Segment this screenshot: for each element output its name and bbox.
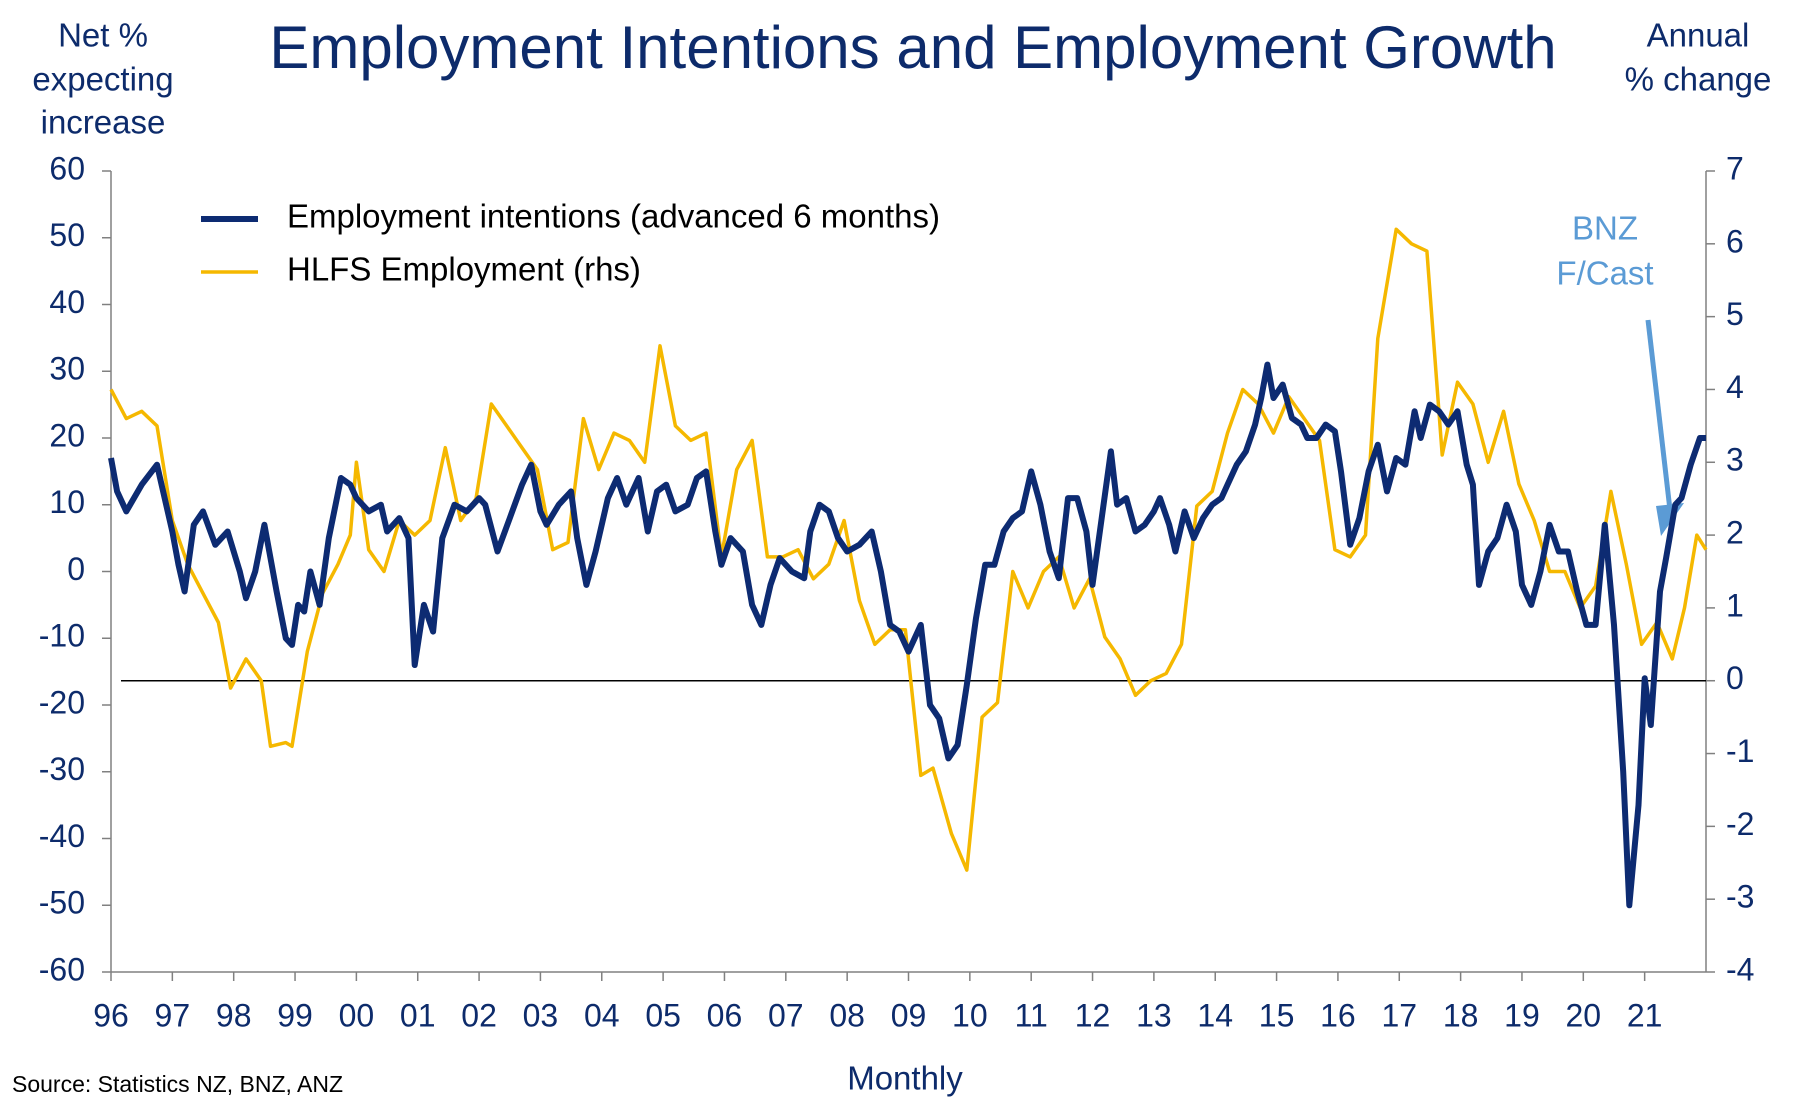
legend-label: Employment intentions (advanced 6 months… <box>287 198 940 235</box>
y-tick-label: -60 <box>39 951 85 987</box>
y-tick-label: -50 <box>39 885 85 921</box>
x-tick-label: 04 <box>584 997 620 1033</box>
y-tick-label: 20 <box>49 417 85 453</box>
x-tick-label: 17 <box>1381 997 1417 1033</box>
x-tick-label: 21 <box>1627 997 1663 1033</box>
y-tick-label: -40 <box>39 818 85 854</box>
x-tick-label: 03 <box>523 997 559 1033</box>
y2-axis-label: Annual <box>1647 17 1750 54</box>
y2-tick-label: 7 <box>1726 150 1744 186</box>
legend-label: HLFS Employment (rhs) <box>287 251 641 288</box>
y2-tick-label: -1 <box>1726 733 1754 769</box>
x-tick-label: 06 <box>707 997 743 1033</box>
y2-tick-label: 1 <box>1726 587 1744 623</box>
y2-tick-label: -4 <box>1726 951 1754 987</box>
series-line <box>108 361 1706 909</box>
chart-title: Employment Intentions and Employment Gro… <box>269 14 1556 81</box>
y2-tick-label: 5 <box>1726 296 1744 332</box>
annotation-text: F/Cast <box>1556 255 1653 292</box>
y2-tick-label: 6 <box>1726 223 1744 259</box>
y-tick-label: 10 <box>49 484 85 520</box>
y-tick-label: 30 <box>49 351 85 387</box>
x-tick-label: 11 <box>1015 997 1048 1033</box>
source-note: Source: Statistics NZ, BNZ, ANZ <box>12 1071 343 1097</box>
y-tick-label: -10 <box>39 618 85 654</box>
x-tick-label: 18 <box>1443 997 1479 1033</box>
y2-tick-label: 2 <box>1726 515 1744 551</box>
x-tick-label: 09 <box>891 997 927 1033</box>
x-tick-label: 00 <box>339 997 375 1033</box>
x-tick-label: 13 <box>1136 997 1172 1033</box>
y-tick-label: 50 <box>49 217 85 253</box>
x-tick-label: 10 <box>952 997 988 1033</box>
x-tick-label: 96 <box>93 997 129 1033</box>
y-tick-label: 0 <box>67 551 85 587</box>
y2-tick-label: -2 <box>1726 806 1754 842</box>
x-tick-label: 14 <box>1197 997 1233 1033</box>
y2-axis-label: % change <box>1625 61 1772 98</box>
x-tick-label: 02 <box>461 997 497 1033</box>
x-tick-label: 99 <box>277 997 313 1033</box>
x-tick-label: 01 <box>400 997 436 1033</box>
annotation-arrow <box>1645 319 1673 511</box>
x-tick-label: 98 <box>216 997 252 1033</box>
y2-tick-label: 4 <box>1726 369 1744 405</box>
y-axis-label: Net % <box>58 17 148 54</box>
x-tick-label: 16 <box>1320 997 1356 1033</box>
y2-tick-label: 0 <box>1726 660 1744 696</box>
x-tick-label: 19 <box>1504 997 1540 1033</box>
x-tick-label: 08 <box>829 997 865 1033</box>
x-tick-label: 97 <box>155 997 191 1033</box>
x-tick-label: 07 <box>768 997 804 1033</box>
y-axis-label: expecting <box>32 61 173 98</box>
y-tick-label: 60 <box>49 150 85 186</box>
y-axis-label: increase <box>41 104 166 141</box>
x-tick-label: 12 <box>1075 997 1111 1033</box>
y-tick-label: -20 <box>39 684 85 720</box>
x-tick-label: 20 <box>1566 997 1602 1033</box>
y2-tick-label: -3 <box>1726 879 1754 915</box>
y-tick-label: -30 <box>39 751 85 787</box>
annotation-text: BNZ <box>1572 210 1638 247</box>
x-axis-label: Monthly <box>847 1060 963 1097</box>
y-tick-label: 40 <box>49 284 85 320</box>
x-tick-label: 05 <box>645 997 681 1033</box>
x-tick-label: 15 <box>1259 997 1295 1033</box>
y2-tick-label: 3 <box>1726 442 1744 478</box>
